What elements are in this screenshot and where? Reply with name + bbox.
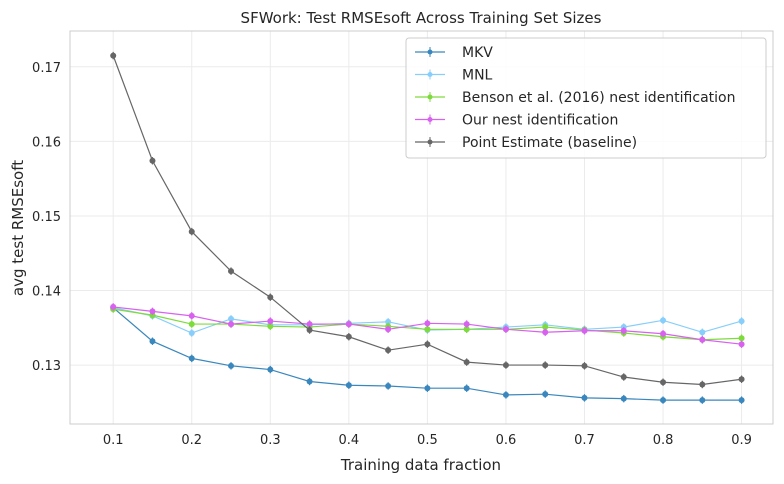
data-point [620,374,627,381]
data-point [188,312,195,319]
data-point [188,228,195,235]
data-point [502,362,509,369]
data-point [385,318,392,325]
x-tick-label: 0.6 [496,433,517,448]
data-point [581,327,588,334]
y-tick-label: 0.13 [32,359,61,374]
data-point [149,157,156,164]
data-point [306,327,313,334]
x-tick-label: 0.9 [731,433,752,448]
data-point [188,330,195,337]
data-point [738,318,745,325]
chart-title: SFWork: Test RMSEsoft Across Training Se… [241,9,602,27]
data-point [267,318,274,325]
data-point [424,385,431,392]
data-point [542,324,549,331]
data-point [502,391,509,398]
legend-marker [427,49,433,55]
data-point [620,395,627,402]
y-tick-label: 0.15 [32,210,61,225]
data-point [149,338,156,345]
data-point [738,335,745,342]
data-point [228,268,235,275]
data-point [660,317,667,324]
data-point [306,321,313,328]
y-tick-label: 0.16 [32,135,61,150]
data-point [385,382,392,389]
data-point [738,397,745,404]
data-point [699,329,706,336]
x-tick-label: 0.7 [574,433,595,448]
data-point [228,321,235,328]
data-point [581,394,588,401]
data-point [542,391,549,398]
data-point [542,362,549,369]
data-point [660,330,667,337]
data-point [228,315,235,322]
legend-label: Point Estimate (baseline) [462,135,637,151]
data-point [581,362,588,369]
legend-box [405,37,767,159]
x-tick-label: 0.1 [103,433,124,448]
data-point [424,320,431,327]
data-point [149,308,156,315]
data-point [738,341,745,348]
data-point [738,376,745,383]
data-point [345,321,352,328]
data-point [345,333,352,340]
data-point [267,294,274,301]
series-our-nest-identification [110,303,745,348]
legend-marker [427,139,433,145]
legend-label: Our nest identification [462,113,618,129]
data-point [699,336,706,343]
y-tick-label: 0.17 [32,61,61,76]
data-point [345,382,352,389]
data-point [424,341,431,348]
legend-label: MKV [462,45,493,61]
x-tick-label: 0.4 [338,433,359,448]
data-point [188,321,195,328]
x-tick-label: 0.2 [181,433,202,448]
data-point [699,381,706,388]
data-point [267,323,274,330]
plot-frame [69,30,774,425]
legend: MKV MNL Benson et al. (2016) nest identifi… [405,37,767,159]
legend-marker [427,117,433,122]
data-point [110,303,117,310]
data-point [463,385,470,392]
data-point [424,326,431,333]
data-point [660,379,667,386]
series-mkv [110,303,745,404]
data-point [267,366,274,373]
data-point [542,329,549,336]
y-axis-label: avg test RMSEsoft [9,160,27,296]
legend-marker [427,72,433,77]
x-tick-label: 0.3 [260,433,281,448]
legend-label: MNL [462,68,493,84]
legend-marker [427,94,433,100]
data-point [306,378,313,385]
x-tick-label: 0.5 [417,433,438,448]
data-point [502,326,509,333]
data-point [463,359,470,366]
legend-label: Benson et al. (2016) nest identification [462,90,735,106]
x-axis-label: Training data fraction [340,456,501,474]
data-point [228,362,235,369]
data-point [188,355,195,362]
data-point [110,52,117,59]
series-point-estimate-baseline- [110,51,745,389]
data-point [463,321,470,328]
data-point [463,326,470,333]
data-point [699,397,706,404]
data-point [385,347,392,354]
data-point [385,326,392,333]
y-tick-label: 0.14 [32,285,61,300]
x-tick-label: 0.8 [653,433,674,448]
data-point [620,327,627,334]
data-point [660,397,667,404]
